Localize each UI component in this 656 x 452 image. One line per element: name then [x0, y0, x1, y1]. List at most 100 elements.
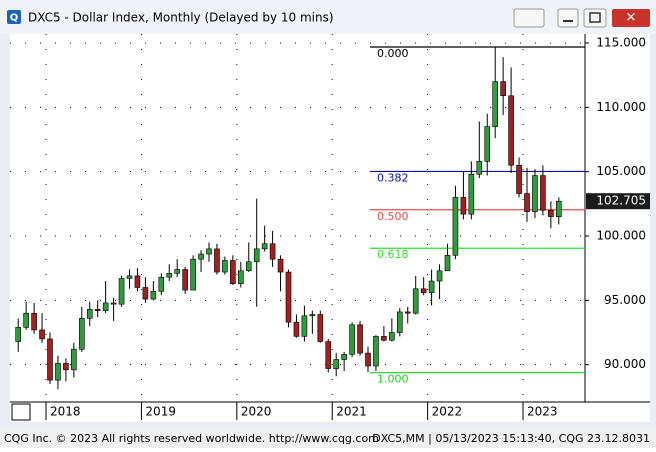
candle-body: [63, 363, 69, 371]
candle-body: [238, 270, 244, 284]
candle-body: [373, 336, 379, 367]
candle-body: [253, 248, 260, 263]
candle-body: [71, 348, 77, 371]
fib-label: 0.618: [377, 248, 409, 261]
candle-body: [55, 363, 61, 381]
candle-body: [269, 243, 276, 260]
candle-body: [428, 280, 435, 293]
y-tick-label: 105.000: [596, 164, 646, 178]
candle-body: [214, 248, 220, 273]
title-bar: [0, 0, 656, 34]
candle-body: [412, 288, 419, 314]
candle-body: [198, 253, 204, 260]
candle-body: [110, 302, 117, 305]
minimize-button[interactable]: [557, 8, 579, 28]
candle-body: [436, 270, 443, 282]
y-tick-label: 115.000: [596, 36, 646, 50]
candle-body: [508, 95, 514, 166]
fib-label: 0.382: [377, 171, 409, 184]
candle-body: [444, 255, 451, 272]
candle-body: [532, 175, 538, 212]
candle-body: [222, 260, 228, 273]
candle-body: [548, 209, 554, 218]
candle-body: [174, 269, 180, 274]
candle-body: [420, 288, 427, 293]
candle-body: [79, 318, 85, 350]
candle-body: [365, 352, 371, 367]
y-tick-label: 110.000: [596, 100, 646, 114]
x-tick-label: 2021: [336, 405, 367, 419]
candle-body: [118, 278, 125, 305]
candle-body: [404, 311, 411, 314]
candle-body: [158, 276, 165, 292]
x-tick-label: 2023: [527, 405, 558, 419]
candle-body: [460, 197, 467, 215]
candle-body: [39, 329, 45, 340]
status-right: DXC5,MM | 05/13/2023 15:13:40, CQG 23.12…: [372, 432, 650, 445]
candle-body: [150, 291, 157, 300]
app-icon: [7, 10, 21, 24]
candle-body: [540, 175, 546, 211]
candle-body: [31, 312, 37, 331]
candle-body: [333, 359, 340, 369]
y-tick-label: 100.000: [596, 229, 646, 243]
candle-body: [94, 309, 101, 311]
candle-body: [245, 261, 252, 272]
candle-body: [516, 164, 522, 194]
candle-body: [524, 193, 530, 212]
candle-body: [23, 312, 29, 328]
candle-body: [285, 271, 292, 323]
candle-body: [357, 324, 363, 354]
candle-body: [396, 311, 403, 333]
status-bar: [0, 428, 656, 448]
candle-body: [555, 200, 562, 218]
x-tick-label: 2019: [145, 405, 176, 419]
link-button[interactable]: [513, 8, 545, 28]
close-button[interactable]: [612, 9, 650, 27]
axis-box: [11, 403, 31, 421]
candle-body: [381, 336, 387, 341]
candle-body: [102, 302, 109, 311]
last-price-label: 102.705: [596, 194, 646, 208]
x-tick-label: 2018: [50, 405, 81, 419]
status-left: CQG Inc. © 2023 All rights reserved worl…: [4, 432, 379, 445]
candle-body: [134, 275, 141, 288]
candle-body: [126, 275, 133, 279]
candle-body: [142, 287, 149, 300]
candle-body: [277, 258, 284, 273]
candle-body: [476, 161, 483, 175]
candle-body: [468, 173, 475, 215]
candle-body: [492, 81, 499, 127]
candle-body: [389, 332, 395, 341]
fib-label: 0.500: [377, 210, 409, 223]
candle-body: [317, 314, 324, 342]
candle-body: [325, 341, 332, 369]
candle-body: [484, 126, 491, 162]
fib-label: 1.000: [377, 373, 409, 386]
window-title: DXC5 - Dollar Index, Monthly (Delayed by…: [28, 11, 334, 25]
y-tick-label: 90.000: [604, 357, 646, 371]
candle-body: [500, 81, 506, 97]
x-tick-label: 2022: [432, 405, 463, 419]
candle-body: [341, 354, 347, 360]
candle-body: [86, 309, 93, 319]
candle-body: [452, 197, 459, 256]
maximize-glyph: [589, 12, 601, 23]
maximize-button[interactable]: [583, 8, 607, 28]
candle-body: [230, 260, 236, 284]
x-tick-label: 2020: [241, 405, 272, 419]
close-glyph: ✕: [626, 11, 637, 26]
last-price-box: [586, 193, 650, 210]
candle-body: [349, 324, 355, 355]
candle-body: [206, 248, 212, 255]
candle-body: [166, 273, 173, 278]
candle-body: [301, 315, 308, 337]
candle-body: [47, 338, 53, 381]
fib-label: 0.000: [377, 47, 409, 60]
y-tick-label: 95.000: [604, 293, 646, 307]
candle-body: [309, 314, 316, 317]
candle-body: [190, 258, 196, 291]
candle-body: [15, 327, 21, 342]
app-icon-letter: Q: [10, 13, 19, 24]
plot: 90.000 95.000 100.000 105.000 110.000 115.000…: [10, 34, 650, 420]
